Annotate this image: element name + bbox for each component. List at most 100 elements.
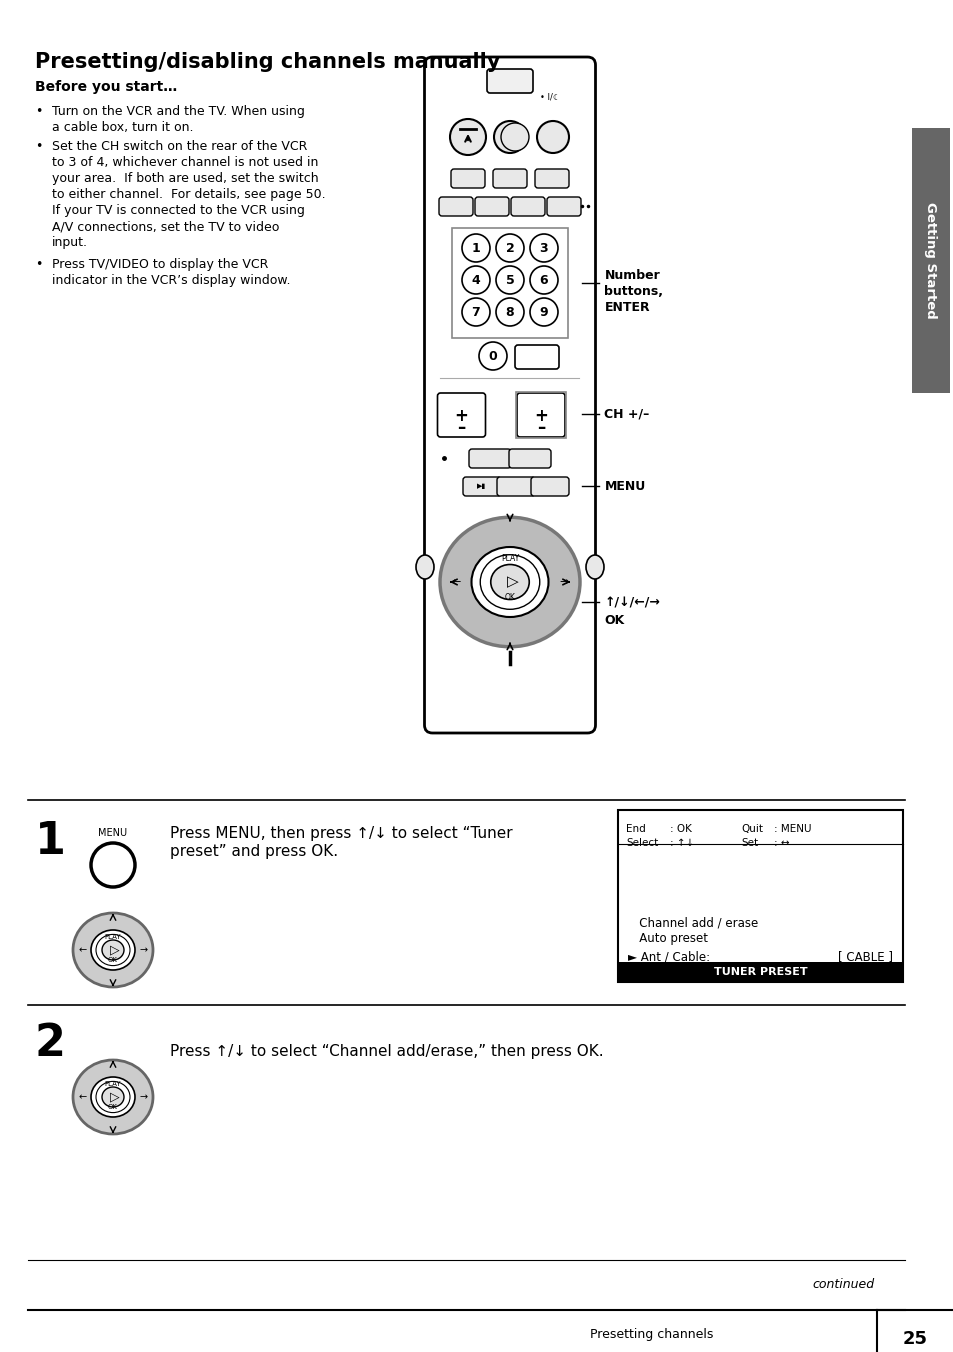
FancyBboxPatch shape [451, 169, 484, 188]
Text: +: + [454, 407, 468, 425]
Text: Presetting/disabling channels manually: Presetting/disabling channels manually [35, 51, 500, 72]
Circle shape [500, 123, 529, 151]
Text: Select: Select [625, 838, 658, 848]
Text: to 3 of 4, whichever channel is not used in: to 3 of 4, whichever channel is not used… [52, 155, 318, 169]
Text: 25: 25 [902, 1330, 926, 1348]
Circle shape [461, 266, 490, 293]
Text: ←: ← [78, 1092, 86, 1102]
FancyBboxPatch shape [517, 393, 564, 437]
Text: 6: 6 [539, 273, 548, 287]
Circle shape [530, 266, 558, 293]
Text: Set: Set [740, 838, 758, 848]
FancyBboxPatch shape [493, 169, 526, 188]
Text: 4: 4 [471, 273, 480, 287]
Text: ▷: ▷ [111, 944, 120, 956]
Text: •: • [508, 545, 511, 549]
Text: TUNER PRESET: TUNER PRESET [713, 967, 806, 977]
Ellipse shape [91, 1078, 135, 1117]
Ellipse shape [490, 565, 529, 599]
Text: your area.  If both are used, set the switch: your area. If both are used, set the swi… [52, 172, 318, 185]
Text: input.: input. [52, 237, 88, 249]
Bar [618, 963, 902, 982]
Text: MENU: MENU [98, 827, 128, 838]
FancyBboxPatch shape [424, 57, 595, 733]
FancyBboxPatch shape [511, 197, 544, 216]
Text: 3: 3 [539, 242, 548, 254]
Text: OK: OK [108, 957, 118, 963]
Bar [516, 392, 565, 438]
Circle shape [461, 297, 490, 326]
Text: MENU: MENU [604, 480, 645, 492]
Ellipse shape [73, 913, 152, 987]
Text: PLAY: PLAY [105, 934, 121, 940]
Ellipse shape [439, 518, 579, 646]
Text: continued: continued [812, 1278, 874, 1291]
Circle shape [91, 844, 135, 887]
Circle shape [537, 120, 568, 153]
Circle shape [496, 234, 523, 262]
Text: • I/☾: • I/☾ [539, 92, 559, 101]
Text: –: – [456, 419, 465, 437]
FancyBboxPatch shape [535, 169, 568, 188]
Text: PLAY: PLAY [105, 1080, 121, 1087]
Text: 9: 9 [539, 306, 548, 319]
FancyBboxPatch shape [475, 197, 509, 216]
Circle shape [450, 119, 485, 155]
FancyBboxPatch shape [531, 477, 568, 496]
FancyBboxPatch shape [486, 69, 533, 93]
Text: Turn on the VCR and the TV. When using: Turn on the VCR and the TV. When using [52, 105, 305, 118]
Text: Presetting channels: Presetting channels [589, 1328, 713, 1341]
Ellipse shape [96, 934, 130, 965]
FancyBboxPatch shape [462, 477, 500, 496]
Text: PLAY: PLAY [500, 554, 518, 564]
Text: OK: OK [108, 1103, 118, 1110]
Text: [ CABLE ]: [ CABLE ] [837, 950, 892, 963]
Text: If your TV is connected to the VCR using: If your TV is connected to the VCR using [52, 204, 305, 218]
Text: Number
buttons,
ENTER: Number buttons, ENTER [604, 269, 662, 314]
Text: ←: ← [451, 577, 460, 587]
Text: Set the CH switch on the rear of the VCR: Set the CH switch on the rear of the VCR [52, 141, 307, 153]
FancyBboxPatch shape [437, 393, 485, 437]
Text: •: • [35, 258, 42, 270]
Text: –: – [537, 419, 544, 437]
Text: OK: OK [604, 614, 624, 627]
FancyBboxPatch shape [438, 197, 473, 216]
Bar [618, 810, 902, 982]
Text: to either channel.  For details, see page 50.: to either channel. For details, see page… [52, 188, 325, 201]
Text: •: • [35, 141, 42, 153]
Text: End: End [625, 823, 645, 834]
Bar [875, 1310, 953, 1352]
Ellipse shape [91, 930, 135, 969]
Text: ←: ← [78, 945, 86, 955]
Text: 8: 8 [505, 306, 514, 319]
Bar [452, 228, 567, 338]
Text: 7: 7 [471, 306, 480, 319]
Text: a cable box, turn it on.: a cable box, turn it on. [52, 120, 193, 134]
Text: Quit: Quit [740, 823, 762, 834]
Text: 1: 1 [471, 242, 480, 254]
Circle shape [530, 297, 558, 326]
Ellipse shape [585, 556, 603, 579]
Text: 5: 5 [505, 273, 514, 287]
Ellipse shape [102, 940, 124, 960]
Text: +: + [534, 407, 547, 425]
Text: →: → [558, 577, 568, 587]
Text: : ↔: : ↔ [773, 838, 789, 848]
Text: →: → [139, 945, 148, 955]
Text: Before you start…: Before you start… [35, 80, 177, 95]
Ellipse shape [471, 548, 548, 617]
FancyBboxPatch shape [546, 197, 580, 216]
Ellipse shape [479, 554, 539, 610]
Text: Auto preset: Auto preset [627, 932, 707, 945]
Text: indicator in the VCR’s display window.: indicator in the VCR’s display window. [52, 274, 291, 287]
Text: Press ↑/↓ to select “Channel add/erase,” then press OK.: Press ↑/↓ to select “Channel add/erase,”… [170, 1044, 603, 1059]
Ellipse shape [416, 556, 434, 579]
Text: 0: 0 [488, 350, 497, 362]
FancyBboxPatch shape [469, 449, 511, 468]
Circle shape [496, 297, 523, 326]
Text: 2: 2 [505, 242, 514, 254]
Bar [911, 128, 949, 393]
Text: Channel add / erase: Channel add / erase [627, 917, 758, 929]
Circle shape [478, 342, 506, 370]
Text: : ↑↓: : ↑↓ [669, 838, 694, 848]
